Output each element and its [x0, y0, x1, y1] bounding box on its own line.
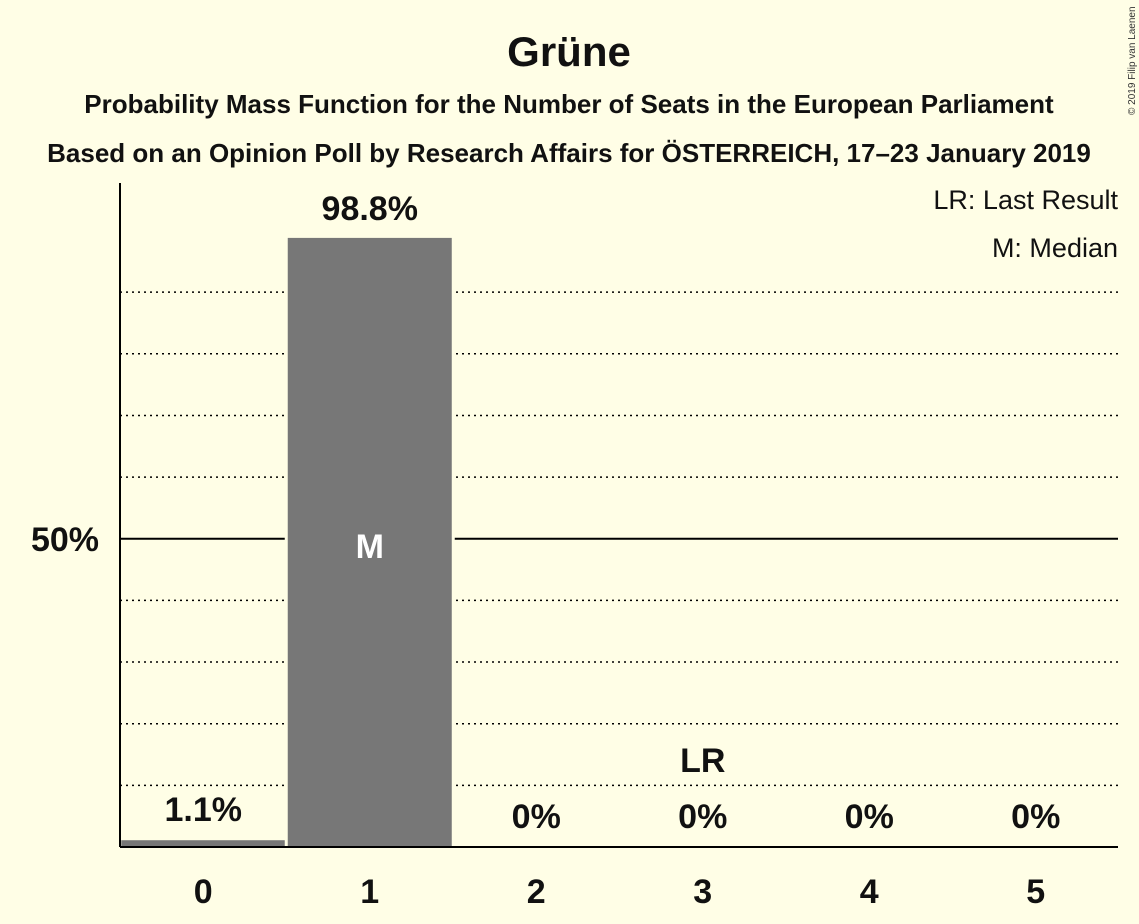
bar-value-label-0: 1.1%: [165, 791, 243, 829]
x-tick-label-4: 4: [860, 873, 879, 911]
x-tick-label-3: 3: [693, 873, 712, 911]
copyright-notice: © 2019 Filip van Laenen: [1127, 6, 1138, 115]
x-tick-label-5: 5: [1026, 873, 1045, 911]
median-marker: M: [356, 528, 384, 566]
bar-value-label-1: 98.8%: [322, 190, 418, 228]
bar-value-label-4: 0%: [845, 798, 894, 836]
markers: M LR: [356, 528, 726, 780]
x-tick-label-1: 1: [360, 873, 379, 911]
chart-subtitle-1: Probability Mass Function for the Number…: [84, 89, 1054, 119]
legend-last-result: LR: Last Result: [933, 185, 1118, 215]
tick-labels: 50% 0 1 2 3 4 5: [31, 521, 1045, 911]
bar-value-labels: 1.1% 98.8% 0% 0% 0% 0%: [165, 190, 1061, 836]
legend-median: M: Median: [992, 233, 1118, 263]
chart-title: Grüne: [507, 28, 631, 75]
y-tick-label-50: 50%: [31, 521, 99, 559]
last-result-marker: LR: [680, 742, 725, 780]
x-tick-label-0: 0: [194, 873, 213, 911]
chart-subtitle-2: Based on an Opinion Poll by Research Aff…: [47, 138, 1091, 168]
bar-value-label-5: 0%: [1011, 798, 1060, 836]
axes: [119, 183, 1118, 848]
bar-value-label-3: 0%: [678, 798, 727, 836]
bar-1: [287, 237, 452, 847]
gridlines: [120, 291, 1118, 787]
bar-value-label-2: 0%: [512, 798, 561, 836]
bars: [118, 237, 455, 847]
bar-0: [121, 840, 286, 847]
x-tick-label-2: 2: [527, 873, 546, 911]
